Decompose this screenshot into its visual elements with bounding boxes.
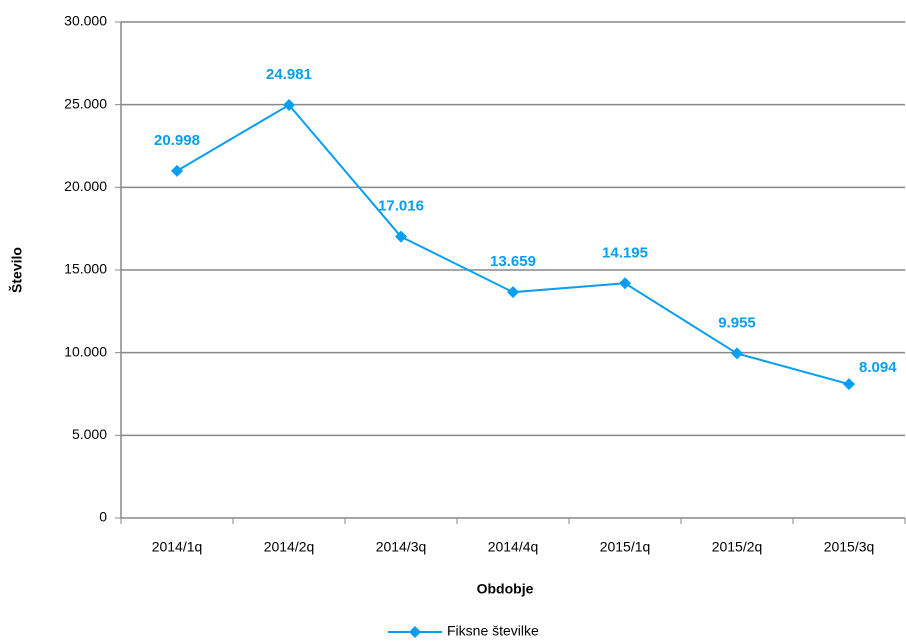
data-label: 20.998 (154, 132, 200, 149)
marker (619, 277, 631, 290)
x-tick-label: 2014/3q (376, 539, 427, 555)
data-label: 14.195 (602, 244, 648, 261)
data-label: 17.016 (378, 198, 424, 215)
x-tick-label: 2014/2q (264, 539, 315, 555)
x-tick-label: 2015/3q (824, 539, 875, 555)
y-tick-label: 25.000 (64, 95, 107, 111)
legend-marker (409, 626, 421, 638)
y-tick-label: 5.000 (72, 426, 107, 442)
data-label: 13.659 (490, 253, 536, 270)
data-label: 8.094 (859, 359, 897, 376)
y-tick-label: 0 (99, 509, 107, 525)
marker (395, 230, 407, 243)
x-axis-label: Obdobje (477, 581, 534, 597)
marker (843, 378, 855, 391)
marker (283, 98, 295, 111)
y-axis-label: Število (8, 247, 25, 293)
marker (171, 164, 183, 177)
marker (731, 347, 743, 360)
y-tick-label: 20.000 (64, 178, 107, 194)
y-tick-label: 15.000 (64, 261, 107, 277)
y-tick-label: 10.000 (64, 343, 107, 359)
x-tick-label: 2014/4q (488, 539, 539, 555)
x-tick-label: 2014/1q (152, 539, 203, 555)
marker (507, 286, 519, 299)
y-tick-label: 30.000 (64, 13, 107, 29)
line (176, 103, 850, 386)
x-tick-label: 2015/1q (600, 539, 651, 555)
data-label: 9.955 (718, 314, 756, 331)
legend-label: Fiksne številke (447, 623, 539, 639)
x-tick-label: 2015/2q (712, 539, 763, 555)
data-label: 24.981 (266, 66, 312, 83)
